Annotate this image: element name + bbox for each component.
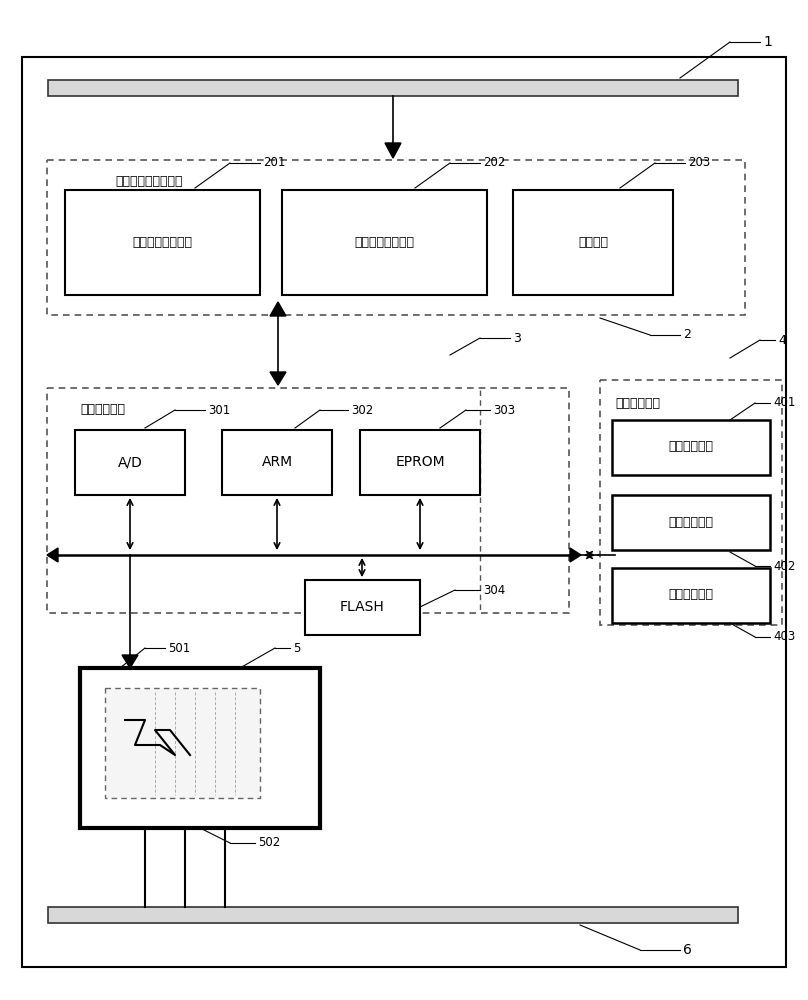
Text: 2: 2 (683, 328, 691, 342)
Bar (48, 80, 738, 96)
Text: EPROM: EPROM (395, 455, 445, 469)
Text: ARM: ARM (262, 455, 292, 469)
Text: 电源模块: 电源模块 (578, 235, 608, 248)
Bar (360, 430, 480, 495)
Text: 1: 1 (763, 35, 772, 49)
Text: 502: 502 (258, 836, 280, 850)
Polygon shape (122, 655, 138, 668)
Bar (513, 190, 673, 295)
Polygon shape (47, 548, 58, 562)
Text: 402: 402 (773, 560, 795, 572)
Text: 403: 403 (773, 631, 795, 644)
Text: 304: 304 (483, 584, 505, 596)
Text: 3: 3 (513, 332, 521, 344)
Bar (305, 580, 420, 635)
Text: 303: 303 (493, 403, 516, 416)
Text: 401: 401 (773, 396, 795, 410)
Bar (65, 190, 260, 295)
Text: 电流信号处理模块: 电流信号处理模块 (132, 235, 192, 248)
Polygon shape (270, 372, 286, 385)
Bar (222, 430, 332, 495)
Bar (48, 907, 738, 923)
Text: 6: 6 (683, 943, 692, 957)
Text: 信号、电源处理单元: 信号、电源处理单元 (115, 175, 183, 188)
Text: 操作控制电路: 操作控制电路 (668, 588, 713, 601)
Text: 301: 301 (208, 403, 230, 416)
Text: A/D: A/D (117, 455, 142, 469)
Polygon shape (385, 143, 401, 158)
Text: FLASH: FLASH (339, 600, 385, 614)
Bar (47, 388, 569, 613)
Bar (600, 380, 782, 625)
Bar (282, 190, 487, 295)
Bar (105, 688, 260, 798)
Text: 302: 302 (351, 403, 373, 416)
Text: 202: 202 (483, 156, 505, 169)
Bar (75, 430, 185, 495)
Text: 中央处理单元: 中央处理单元 (80, 403, 125, 416)
Text: 人机交换单元: 人机交换单元 (615, 397, 660, 410)
Text: 状态指示电路: 状态指示电路 (668, 516, 713, 528)
Bar (612, 495, 770, 550)
Bar (612, 568, 770, 623)
Text: 电压信号处理模块: 电压信号处理模块 (354, 235, 414, 248)
Polygon shape (270, 302, 286, 316)
Text: 501: 501 (168, 642, 190, 654)
Text: 203: 203 (688, 156, 710, 169)
Bar (80, 668, 320, 828)
Text: 201: 201 (263, 156, 285, 169)
Bar (47, 160, 745, 315)
Text: 4: 4 (778, 334, 786, 347)
Bar (612, 420, 770, 475)
Text: 数据显示电路: 数据显示电路 (668, 440, 713, 454)
Text: 5: 5 (293, 642, 301, 654)
Polygon shape (570, 548, 581, 562)
